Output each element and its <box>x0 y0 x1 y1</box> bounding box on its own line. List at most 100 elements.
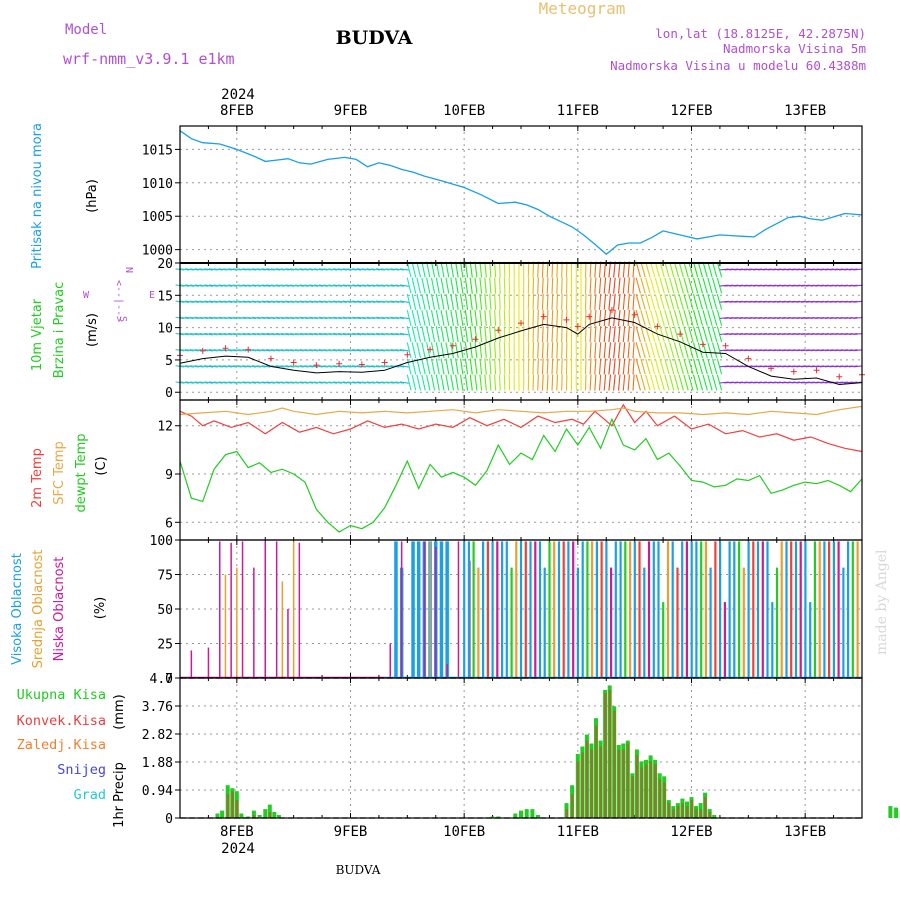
wind-arrow <box>395 332 405 336</box>
wind-arrow <box>204 300 214 303</box>
wind-arrow <box>313 365 323 368</box>
wind-arrow <box>280 300 290 303</box>
station-title: BUDVA <box>336 27 413 49</box>
wind-arrow <box>280 365 290 368</box>
high-cloud-bar <box>394 541 398 678</box>
wind-arrow <box>323 349 333 352</box>
wind-arrow <box>635 326 641 342</box>
precip-ylabel: 1hr Precip <box>112 762 127 828</box>
precip-conv-bar <box>667 803 671 818</box>
wind-arrow <box>411 326 417 343</box>
wind-arrow <box>622 309 626 326</box>
wind-arrow <box>261 284 271 287</box>
wind-arrow <box>484 261 487 278</box>
wind-arrow <box>613 326 616 343</box>
wind-arrow <box>399 381 409 384</box>
wind-arrow <box>532 358 535 375</box>
wind-arrow <box>484 293 487 310</box>
ytick-label: 0 <box>165 812 173 827</box>
dense-cloud-bar <box>557 541 561 678</box>
bottom-year: 2024 <box>221 841 255 857</box>
wind-arrow <box>208 284 218 287</box>
dense-cloud-bar <box>501 541 504 678</box>
wind-arrow <box>237 332 247 336</box>
wind-arrow <box>435 309 440 326</box>
wind-arrow <box>469 277 473 294</box>
wind-arrow <box>406 310 412 326</box>
wind-arrow <box>498 261 501 278</box>
gust-marker <box>790 368 797 375</box>
wind-arrow <box>426 342 431 359</box>
wind-arrow <box>598 326 602 343</box>
wind-arrow <box>421 261 426 278</box>
dense-cloud-bar <box>496 541 499 678</box>
wind-arrow <box>649 374 656 391</box>
wind-arrow <box>416 293 422 310</box>
precip-conv-bar <box>613 710 616 818</box>
precip-conv-bar <box>649 761 653 818</box>
bottom-day-label: 13FEB <box>784 824 826 840</box>
wind-arrow <box>199 381 209 384</box>
gust-marker <box>654 323 661 330</box>
wind-arrow <box>270 268 280 271</box>
wind-arrow <box>356 316 366 320</box>
wind-arrow <box>853 349 863 352</box>
wind-arrow <box>664 358 670 375</box>
wind-arrow <box>692 277 699 294</box>
wind-ylabel: 10m Vjetar <box>30 298 45 371</box>
wind-arrow <box>440 326 445 342</box>
dense-cloud-bar <box>624 541 627 678</box>
precip-total-bar <box>239 813 244 818</box>
wind-arrow <box>683 293 689 310</box>
mid-cloud-bar <box>429 541 431 678</box>
wind-arrow <box>185 349 195 352</box>
wind-arrow <box>361 300 371 303</box>
wind-arrow <box>371 268 381 271</box>
dense-cloud-bar <box>491 541 494 678</box>
wind-arrow <box>613 358 616 375</box>
wind-arrow <box>399 349 409 352</box>
wind-arrow <box>445 342 450 359</box>
wind-arrow <box>635 310 641 326</box>
wind-arrow <box>406 358 412 375</box>
precip-conv-bar <box>686 806 689 818</box>
wind-arrow <box>716 277 723 294</box>
wind-arrow <box>608 374 612 391</box>
dense-cloud-bar <box>610 567 613 678</box>
wind-arrow <box>584 374 587 391</box>
wind-arrow <box>627 293 630 310</box>
ytick-label: 6 <box>165 516 173 531</box>
wind-arrow <box>380 381 390 384</box>
wind-arrow <box>256 268 266 271</box>
precip-conv-bar <box>672 809 675 818</box>
wind-arrow <box>654 293 661 310</box>
wind-arrow <box>673 277 680 294</box>
wind-arrow <box>337 349 347 352</box>
wind-arrow <box>247 284 257 287</box>
precip-conv-bar <box>585 740 589 818</box>
dense-cloud-bar <box>463 541 466 678</box>
wind-arrow <box>498 326 501 343</box>
dense-cloud-bar <box>657 541 660 678</box>
wind-arrow <box>390 349 400 352</box>
wind-arrow <box>416 326 422 343</box>
wind-arrow <box>469 326 473 343</box>
wind-arrow <box>603 358 607 375</box>
wind-arrow <box>464 342 469 359</box>
wind-arrow <box>707 342 713 359</box>
wind-arrow <box>347 300 357 303</box>
wind-arrow <box>688 293 694 310</box>
low-cloud-bar <box>457 541 460 678</box>
wind-arrow <box>189 284 199 287</box>
dense-cloud-bar <box>543 567 546 678</box>
wind-arrow <box>678 358 684 375</box>
wind-arrow <box>385 300 395 303</box>
wind-arrow <box>688 326 694 342</box>
mid-cloud-bar <box>281 581 284 678</box>
wind-arrow <box>598 342 602 359</box>
low-cloud-bar <box>190 650 193 678</box>
wind-arrow <box>228 365 238 368</box>
wind-arrow <box>352 381 362 384</box>
wind-arrow <box>498 342 501 359</box>
wind-arrow <box>645 293 651 310</box>
